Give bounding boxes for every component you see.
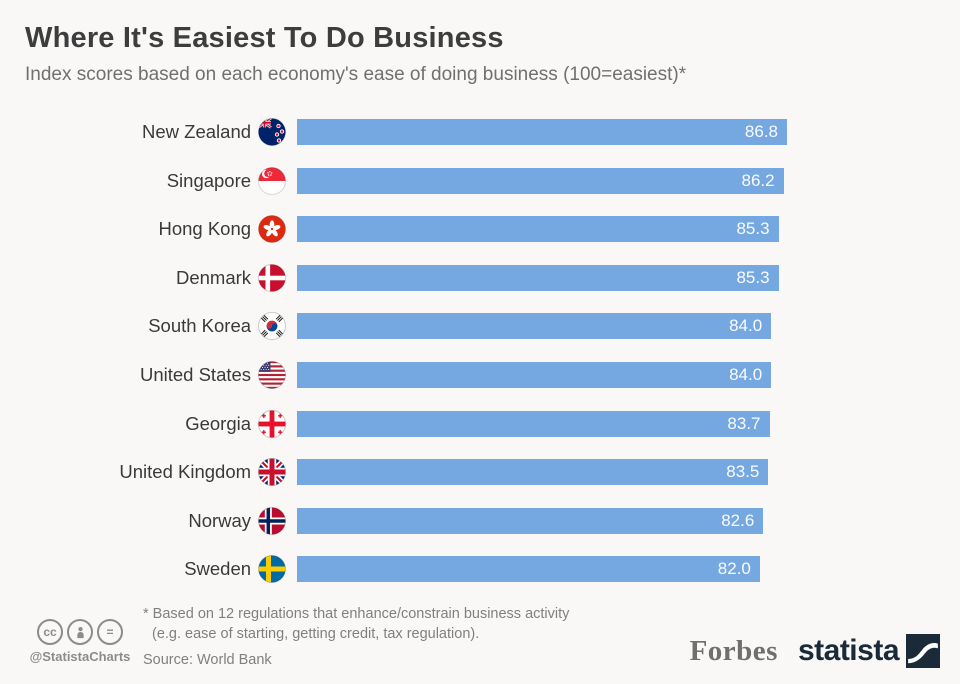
bar-track: 82.6	[297, 507, 787, 534]
page-title: Where It's Easiest To Do Business	[25, 22, 504, 54]
attribution-person-icon	[67, 619, 93, 645]
bar-track: 84.0	[297, 361, 787, 388]
bar: 85.3	[297, 264, 779, 291]
country-label: Hong Kong	[158, 218, 252, 240]
statista-swoosh-icon	[906, 634, 940, 668]
south-korea-flag-icon	[258, 312, 287, 341]
license-credit-block[interactable]: cc = @StatistaCharts	[20, 619, 140, 664]
denmark-flag-icon	[258, 263, 287, 292]
bar: 83.7	[297, 410, 770, 437]
chart-row: South Korea	[25, 312, 787, 341]
chart-row: Singapore	[25, 166, 787, 195]
bar-value-label: 82.0	[717, 559, 751, 579]
bar: 86.8	[297, 119, 787, 145]
bar: 82.6	[297, 507, 764, 534]
country-label: Norway	[188, 509, 252, 531]
united-kingdom-flag-icon	[258, 458, 287, 487]
chart-row: Denmark 85.3	[25, 263, 787, 292]
singapore-flag-icon	[258, 166, 287, 195]
bar-value-label: 85.3	[736, 267, 770, 287]
chart-row: Georgia	[25, 409, 787, 438]
bar-value-label: 84.0	[729, 316, 763, 336]
chart-row: Sweden 82.0	[25, 555, 787, 584]
country-label: Sweden	[184, 558, 252, 580]
equals-icon: =	[97, 619, 123, 645]
georgia-flag-icon	[258, 409, 287, 438]
chart-row: United States	[25, 360, 787, 389]
bar-value-label: 86.8	[744, 122, 778, 141]
brand-logos: Forbes statista	[690, 634, 940, 668]
bar: 82.0	[297, 556, 760, 583]
cc-icon: cc	[37, 619, 63, 645]
sweden-flag-icon	[258, 555, 287, 584]
country-label: South Korea	[148, 315, 252, 337]
bar-track: 86.2	[297, 167, 787, 194]
bar-track: 86.8	[297, 119, 787, 145]
country-label: New Zealand	[142, 121, 252, 142]
bar-value-label: 82.6	[721, 510, 755, 530]
statista-wordmark: statista	[797, 634, 900, 667]
statista-charts-handle[interactable]: @StatistaCharts	[29, 649, 131, 664]
creative-commons-icons: cc =	[20, 619, 140, 645]
bar: 84.0	[297, 361, 772, 388]
bar-track: 85.3	[297, 216, 787, 243]
footnote-line-2: (e.g. ease of starting, getting credit, …	[152, 625, 480, 642]
chart-row: United Kingdom 83.5	[25, 458, 787, 487]
bar-track: 85.3	[297, 264, 787, 291]
norway-flag-icon	[258, 506, 287, 535]
bar-track: 83.7	[297, 410, 787, 437]
footnote: * Based on 12 regulations that enhance/c…	[143, 605, 569, 644]
bar: 86.2	[297, 167, 784, 194]
bar-chart: New Zealand	[25, 118, 787, 605]
bar: 83.5	[297, 459, 769, 486]
statista-logo[interactable]: statista	[798, 634, 940, 668]
country-label: United Kingdom	[119, 461, 252, 483]
bar: 85.3	[297, 216, 779, 243]
bar-value-label: 83.5	[726, 462, 760, 482]
united-states-flag-icon	[258, 360, 287, 389]
country-label: Denmark	[175, 266, 252, 288]
country-label: Georgia	[185, 412, 252, 434]
country-label: United States	[139, 363, 252, 385]
chart-row: Norway 82.6	[25, 506, 787, 535]
footnote-line-1: * Based on 12 regulations that enhance/c…	[143, 606, 570, 622]
chart-row: New Zealand	[25, 118, 787, 146]
bar-track: 83.5	[297, 459, 787, 486]
source-label: Source: World Bank	[143, 652, 272, 668]
page-subtitle: Index scores based on each economy's eas…	[25, 64, 687, 85]
header: Where It's Easiest To Do Business Index …	[25, 22, 935, 86]
country-label: Singapore	[166, 169, 252, 191]
bar-track: 82.0	[297, 556, 787, 583]
bar-track: 84.0	[297, 313, 787, 340]
bar-value-label: 84.0	[729, 364, 763, 384]
new-zealand-flag-icon	[258, 118, 287, 146]
bar-value-label: 83.7	[727, 413, 761, 433]
bar-value-label: 86.2	[741, 170, 775, 190]
bar-value-label: 85.3	[736, 219, 770, 239]
bar: 84.0	[297, 313, 772, 340]
forbes-logo[interactable]: Forbes	[689, 634, 778, 667]
chart-row: Hong Kong	[25, 215, 787, 244]
hong-kong-flag-icon	[258, 215, 287, 244]
